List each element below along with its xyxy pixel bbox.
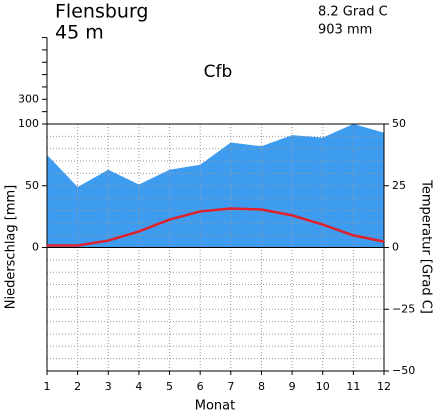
- x-tick-label: 3: [105, 380, 112, 393]
- y-tick-label: 0: [32, 241, 39, 254]
- x-tick-label: 1: [44, 380, 51, 393]
- x-tick-label: 11: [346, 380, 360, 393]
- y-tick-label: 50: [25, 179, 39, 192]
- x-tick-label: 5: [166, 380, 173, 393]
- climate-class: Cfb: [204, 62, 233, 82]
- subtitle: 45 m: [55, 22, 104, 44]
- x-tick-label: 10: [316, 380, 330, 393]
- y2-tick-label: 25: [392, 179, 406, 192]
- y-tick-label: 300: [18, 92, 39, 105]
- x-tick-label: 2: [74, 380, 81, 393]
- y-tick-label: 100: [18, 117, 39, 130]
- x-tick-label: 6: [197, 380, 204, 393]
- x-tick-label: 4: [135, 380, 142, 393]
- y2-tick-label: −25: [392, 302, 415, 315]
- y2-axis-label: Temperatur [Grad C]: [419, 179, 434, 314]
- y2-tick-label: −50: [392, 364, 415, 377]
- y-axis-label: Niederschlag [mm]: [4, 185, 19, 310]
- y2-tick-label: 50: [392, 117, 406, 130]
- temperature-line: [47, 207, 385, 247]
- x-tick-label: 8: [258, 380, 265, 393]
- y2-tick-label: 0: [392, 241, 399, 254]
- mean-temperature: 8.2 Grad C: [318, 5, 388, 20]
- x-axis-label: Monat: [195, 399, 235, 414]
- x-tick-label: 9: [289, 380, 296, 393]
- annual-precipitation: 903 mm: [318, 23, 372, 38]
- x-tick-label: 7: [227, 380, 234, 393]
- title: Flensburg: [55, 1, 148, 23]
- x-tick-label: 12: [377, 380, 391, 393]
